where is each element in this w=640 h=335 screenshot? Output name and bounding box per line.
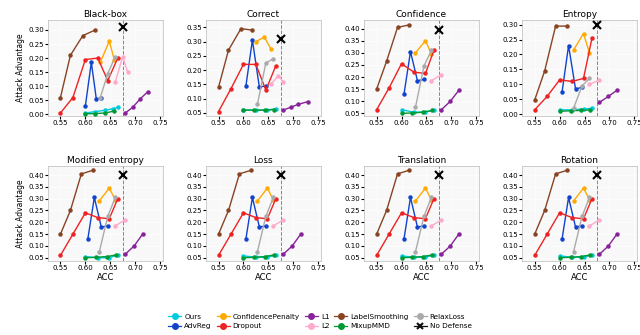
Y-axis label: Attack Advantage: Attack Advantage bbox=[16, 179, 26, 248]
Title: Modified entropy: Modified entropy bbox=[67, 156, 144, 165]
Title: Loss: Loss bbox=[253, 156, 273, 165]
Title: Correct: Correct bbox=[247, 10, 280, 19]
Legend: Ours, AdvReg, ConfidencePenalty, Dropout, L1, L2, LabelSmoothing, MixupMMD, Rela: Ours, AdvReg, ConfidencePenalty, Dropout… bbox=[166, 311, 474, 331]
Title: Rotation: Rotation bbox=[561, 156, 598, 165]
X-axis label: ACC: ACC bbox=[413, 273, 430, 282]
Title: Entropy: Entropy bbox=[562, 10, 597, 19]
Title: Black-box: Black-box bbox=[83, 10, 127, 19]
X-axis label: ACC: ACC bbox=[255, 273, 272, 282]
Y-axis label: Attack Advantage: Attack Advantage bbox=[16, 34, 26, 102]
X-axis label: ACC: ACC bbox=[571, 273, 588, 282]
Title: Translation: Translation bbox=[397, 156, 446, 165]
X-axis label: ACC: ACC bbox=[97, 273, 114, 282]
Title: Confidence: Confidence bbox=[396, 10, 447, 19]
